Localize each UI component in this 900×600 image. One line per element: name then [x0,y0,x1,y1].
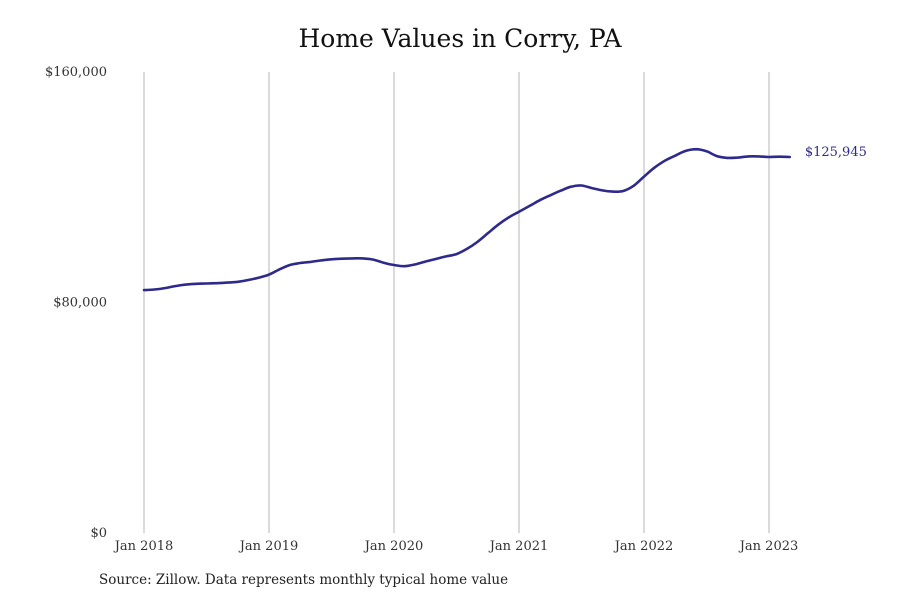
x-tick-label: Jan 2023 [738,539,799,554]
chart-title: Home Values in Corry, PA [298,24,622,53]
x-tick-label: Jan 2021 [488,539,549,554]
end-value-label: $125,945 [805,145,867,160]
x-tick-label: Jan 2020 [363,539,424,554]
series-line [142,147,792,292]
y-tick-label: $0 [90,526,107,541]
y-axis-ticks: $0 $80,000 $160,000 [45,65,107,541]
x-tick-label: Jan 2019 [238,539,299,554]
y-tick-label: $160,000 [45,65,107,80]
x-axis-ticks: Jan 2018 Jan 2019 Jan 2020 Jan 2021 Jan 2022… [113,539,799,554]
x-tick-label: Jan 2018 [113,539,174,554]
x-tick-label: Jan 2022 [613,539,674,554]
y-tick-label: $80,000 [53,296,107,311]
series: $125,945 [142,145,867,292]
gridlines [143,72,770,533]
source-note: Source: Zillow. Data represents monthly … [99,572,509,588]
